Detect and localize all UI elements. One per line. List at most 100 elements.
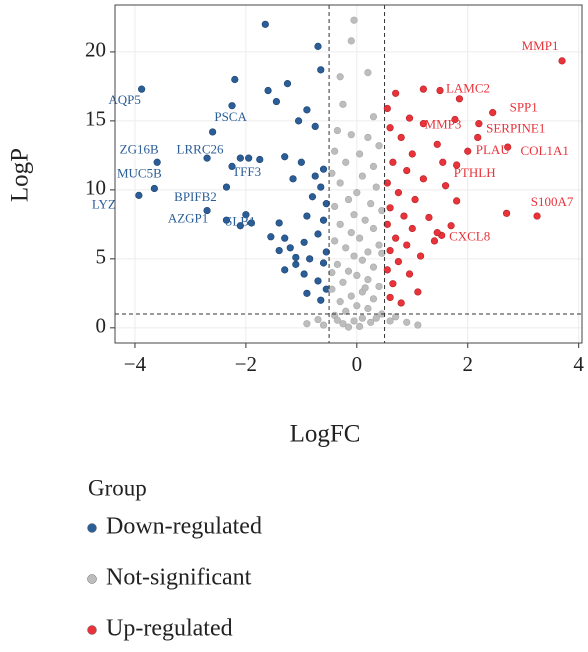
x-tick-label: 2 (462, 352, 473, 376)
data-point (350, 317, 358, 325)
data-point (353, 189, 361, 197)
data-point (386, 246, 394, 255)
data-point (411, 195, 419, 204)
data-point (400, 212, 408, 220)
data-point (231, 75, 239, 84)
data-point (242, 211, 250, 219)
data-point (236, 222, 244, 230)
data-point (314, 277, 322, 285)
data-point (292, 260, 300, 268)
data-point (333, 126, 342, 135)
x-tick-label: −2 (235, 352, 257, 376)
data-point (294, 117, 303, 125)
data-point (275, 246, 283, 255)
data-point (339, 100, 347, 108)
data-point (300, 238, 308, 246)
point-label: PLAU (476, 142, 511, 157)
data-point (408, 150, 416, 158)
data-point (314, 230, 322, 238)
data-point (419, 120, 427, 128)
point-label: BPIFB2 (174, 189, 217, 204)
data-point (267, 233, 275, 241)
data-point (333, 260, 342, 268)
data-point (403, 318, 411, 326)
data-point (228, 102, 236, 110)
data-point (138, 85, 146, 93)
data-point (419, 175, 427, 183)
data-point (353, 271, 361, 280)
point-label: AZGP1 (168, 211, 208, 226)
data-point (281, 266, 289, 274)
data-point (533, 212, 541, 220)
data-point (386, 317, 394, 325)
data-point (455, 95, 464, 103)
data-point (364, 248, 372, 256)
data-point (453, 197, 461, 205)
data-point (502, 209, 511, 217)
data-point (392, 89, 400, 97)
point-label: LRRC26 (177, 141, 224, 156)
point-label: SPP1 (510, 100, 538, 115)
data-point (383, 179, 391, 187)
data-point (228, 162, 236, 171)
data-point (303, 106, 311, 114)
data-point (361, 284, 369, 292)
data-point (331, 237, 339, 245)
data-point (328, 169, 336, 177)
data-point (408, 224, 416, 233)
data-point (289, 175, 297, 183)
legend-marker (87, 523, 97, 533)
point-label: SERPINE1 (486, 120, 545, 135)
data-point (375, 282, 383, 291)
data-point (361, 216, 369, 224)
data-point (355, 150, 364, 158)
data-point (386, 124, 394, 132)
data-point (350, 252, 358, 260)
y-tick-label: 20 (85, 38, 106, 62)
data-point (394, 189, 403, 197)
data-point (261, 20, 269, 28)
data-point (350, 211, 358, 219)
data-point (358, 172, 366, 180)
data-point (392, 234, 400, 242)
data-point (489, 109, 497, 117)
data-point (203, 206, 211, 215)
data-point (303, 289, 311, 297)
data-point (222, 183, 231, 191)
data-point (344, 195, 353, 204)
legend-marker (87, 574, 97, 584)
data-point (417, 252, 425, 260)
data-point (331, 147, 339, 155)
data-point (347, 131, 355, 139)
data-point (344, 267, 353, 275)
data-point (392, 313, 400, 321)
point-label: ZG16B (120, 141, 159, 156)
data-point (283, 80, 292, 88)
point-label: TFF3 (232, 164, 261, 179)
point-label: SLB1 (225, 214, 255, 229)
data-point (414, 288, 422, 296)
data-point (355, 322, 364, 331)
data-point (336, 179, 344, 187)
data-point (328, 269, 336, 277)
data-point (350, 16, 358, 24)
data-point (236, 154, 244, 162)
data-point (306, 255, 314, 263)
point-label: LAMC2 (446, 81, 490, 96)
data-point (364, 133, 372, 142)
data-point (314, 315, 322, 324)
data-point (336, 298, 344, 306)
data-point (383, 266, 391, 274)
data-point (358, 256, 366, 264)
y-tick-label: 0 (96, 314, 107, 338)
data-point (358, 314, 366, 322)
data-point (364, 68, 372, 77)
data-point (447, 222, 455, 230)
data-point (317, 66, 325, 74)
data-point (369, 263, 378, 271)
data-point (475, 120, 483, 128)
data-point (150, 184, 158, 193)
data-point (311, 172, 319, 180)
point-label: PTHLH (454, 165, 496, 180)
point-label: PSCA (214, 109, 247, 124)
